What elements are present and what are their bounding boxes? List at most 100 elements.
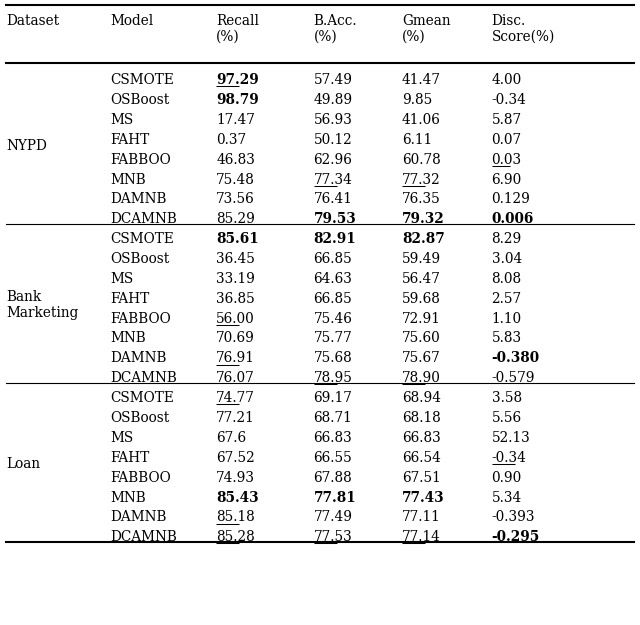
- Text: -0.295: -0.295: [492, 530, 540, 544]
- Text: Recall
(%): Recall (%): [216, 14, 259, 44]
- Text: 62.96: 62.96: [314, 152, 353, 167]
- Text: DCAMNB: DCAMNB: [110, 371, 177, 385]
- Text: 97.29: 97.29: [216, 73, 259, 87]
- Text: 77.53: 77.53: [314, 530, 353, 544]
- Text: DAMNB: DAMNB: [110, 511, 166, 524]
- Text: 69.17: 69.17: [314, 391, 353, 405]
- Text: 5.87: 5.87: [492, 113, 522, 127]
- Text: FAHT: FAHT: [110, 451, 149, 465]
- Text: 5.56: 5.56: [492, 411, 522, 425]
- Text: MS: MS: [110, 272, 133, 286]
- Text: 46.83: 46.83: [216, 152, 255, 167]
- Text: 6.90: 6.90: [492, 173, 522, 186]
- Text: MNB: MNB: [110, 491, 146, 504]
- Text: 8.29: 8.29: [492, 232, 522, 246]
- Text: 66.83: 66.83: [402, 431, 441, 445]
- Text: -0.34: -0.34: [492, 93, 526, 107]
- Text: OSBoost: OSBoost: [110, 411, 170, 425]
- Text: 66.83: 66.83: [314, 431, 353, 445]
- Text: 76.35: 76.35: [402, 192, 441, 206]
- Text: CSMOTE: CSMOTE: [110, 73, 174, 87]
- Text: 52.13: 52.13: [492, 431, 531, 445]
- Text: 4.00: 4.00: [492, 73, 522, 87]
- Text: NYPD: NYPD: [6, 139, 47, 152]
- Text: 85.28: 85.28: [216, 530, 255, 544]
- Text: 60.78: 60.78: [402, 152, 441, 167]
- Text: Bank
Marketing: Bank Marketing: [6, 289, 79, 320]
- Text: 33.19: 33.19: [216, 272, 255, 286]
- Text: FABBOO: FABBOO: [110, 152, 171, 167]
- Text: 17.47: 17.47: [216, 113, 255, 127]
- Text: 78.90: 78.90: [402, 371, 441, 385]
- Text: MS: MS: [110, 431, 133, 445]
- Text: DCAMNB: DCAMNB: [110, 213, 177, 226]
- Text: 85.43: 85.43: [216, 491, 259, 504]
- Text: 74.77: 74.77: [216, 391, 255, 405]
- Text: 0.37: 0.37: [216, 132, 246, 147]
- Text: MNB: MNB: [110, 331, 146, 346]
- Text: 68.94: 68.94: [402, 391, 441, 405]
- Text: 56.93: 56.93: [314, 113, 353, 127]
- Text: FABBOO: FABBOO: [110, 312, 171, 326]
- Text: 85.61: 85.61: [216, 232, 259, 246]
- Text: 77.49: 77.49: [314, 511, 353, 524]
- Text: 78.95: 78.95: [314, 371, 353, 385]
- Text: 66.55: 66.55: [314, 451, 353, 465]
- Text: 77.11: 77.11: [402, 511, 441, 524]
- Text: 76.91: 76.91: [216, 351, 255, 366]
- Text: 75.77: 75.77: [314, 331, 353, 346]
- Text: 67.6: 67.6: [216, 431, 246, 445]
- Text: Disc.
Score(%): Disc. Score(%): [492, 14, 555, 44]
- Text: 41.47: 41.47: [402, 73, 441, 87]
- Text: Dataset: Dataset: [6, 14, 60, 28]
- Text: -0.380: -0.380: [492, 351, 540, 366]
- Text: 49.89: 49.89: [314, 93, 353, 107]
- Text: 3.04: 3.04: [492, 252, 522, 266]
- Text: 76.07: 76.07: [216, 371, 255, 385]
- Text: 74.93: 74.93: [216, 471, 255, 484]
- Text: 77.14: 77.14: [402, 530, 441, 544]
- Text: DAMNB: DAMNB: [110, 351, 166, 366]
- Text: 67.52: 67.52: [216, 451, 255, 465]
- Text: 75.67: 75.67: [402, 351, 441, 366]
- Text: 72.91: 72.91: [402, 312, 441, 326]
- Text: 70.69: 70.69: [216, 331, 255, 346]
- Text: DCAMNB: DCAMNB: [110, 530, 177, 544]
- Text: 75.46: 75.46: [314, 312, 353, 326]
- Text: 77.43: 77.43: [402, 491, 445, 504]
- Text: 79.53: 79.53: [314, 213, 356, 226]
- Text: 79.32: 79.32: [402, 213, 445, 226]
- Text: 0.90: 0.90: [492, 471, 522, 484]
- Text: 2.57: 2.57: [492, 292, 522, 306]
- Text: 0.07: 0.07: [492, 132, 522, 147]
- Text: MS: MS: [110, 113, 133, 127]
- Text: 59.49: 59.49: [402, 252, 441, 266]
- Text: 75.60: 75.60: [402, 331, 441, 346]
- Text: 36.45: 36.45: [216, 252, 255, 266]
- Text: OSBoost: OSBoost: [110, 93, 170, 107]
- Text: 0.129: 0.129: [492, 192, 531, 206]
- Text: 76.41: 76.41: [314, 192, 353, 206]
- Text: 73.56: 73.56: [216, 192, 255, 206]
- Text: 9.85: 9.85: [402, 93, 432, 107]
- Text: B.Acc.
(%): B.Acc. (%): [314, 14, 357, 44]
- Text: 36.85: 36.85: [216, 292, 255, 306]
- Text: 75.68: 75.68: [314, 351, 353, 366]
- Text: 8.08: 8.08: [492, 272, 522, 286]
- Text: FAHT: FAHT: [110, 292, 149, 306]
- Text: FABBOO: FABBOO: [110, 471, 171, 484]
- Text: -0.34: -0.34: [492, 451, 526, 465]
- Text: -0.393: -0.393: [492, 511, 535, 524]
- Text: 77.34: 77.34: [314, 173, 353, 186]
- Text: 68.71: 68.71: [314, 411, 353, 425]
- Text: Loan: Loan: [6, 457, 40, 471]
- Text: 0.006: 0.006: [492, 213, 534, 226]
- Text: OSBoost: OSBoost: [110, 252, 170, 266]
- Text: 75.48: 75.48: [216, 173, 255, 186]
- Text: 56.47: 56.47: [402, 272, 441, 286]
- Text: 6.11: 6.11: [402, 132, 432, 147]
- Text: 3.58: 3.58: [492, 391, 522, 405]
- Text: 66.54: 66.54: [402, 451, 441, 465]
- Text: 82.87: 82.87: [402, 232, 445, 246]
- Text: DAMNB: DAMNB: [110, 192, 166, 206]
